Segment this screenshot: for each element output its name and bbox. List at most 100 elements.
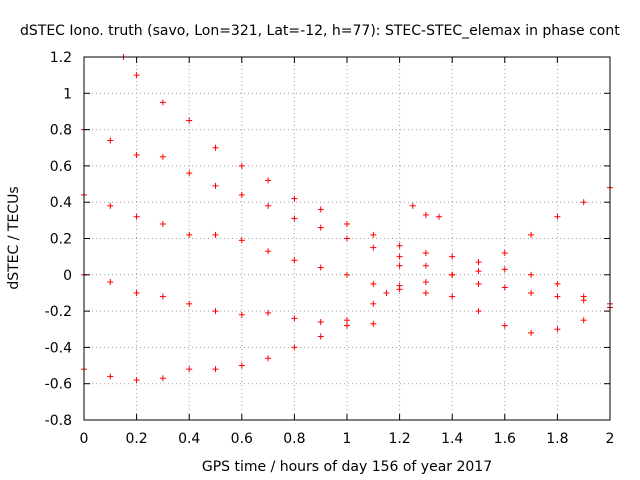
data-point	[265, 202, 272, 209]
data-point	[422, 262, 429, 269]
y-tick-label: 0.2	[50, 232, 72, 248]
data-point	[317, 264, 324, 271]
data-point	[265, 355, 272, 362]
data-point	[370, 300, 377, 307]
data-point	[291, 215, 298, 222]
x-tick-label: 0.8	[283, 431, 305, 447]
data-point	[501, 322, 508, 329]
data-point	[186, 231, 193, 238]
data-point	[580, 199, 587, 206]
series-4	[81, 202, 443, 327]
data-point	[107, 137, 114, 144]
data-point	[186, 117, 193, 124]
data-point	[133, 377, 140, 384]
data-point	[291, 195, 298, 202]
data-point	[475, 308, 482, 315]
x-tick-label: 1.4	[441, 431, 463, 447]
data-point	[344, 220, 350, 227]
data-point	[528, 289, 535, 296]
data-point	[238, 237, 245, 244]
data-point	[107, 202, 114, 209]
data-point	[422, 250, 429, 257]
data-point	[212, 231, 219, 238]
data-point	[344, 317, 350, 324]
data-point	[159, 375, 166, 382]
data-point	[501, 266, 508, 273]
data-point	[370, 231, 377, 238]
chart-title: dSTEC Iono. truth (savo, Lon=321, Lat=-1…	[20, 23, 620, 39]
data-point	[133, 289, 140, 296]
data-point	[344, 235, 350, 242]
data-point	[554, 280, 561, 287]
data-point	[449, 293, 456, 300]
grid-lines	[84, 57, 610, 420]
y-tick-label: 0.4	[50, 195, 72, 211]
y-tick-label: -0.2	[45, 304, 72, 320]
data-point	[107, 279, 114, 286]
data-point	[436, 213, 443, 220]
data-point	[159, 293, 166, 300]
data-point	[212, 144, 219, 151]
data-point	[186, 300, 193, 307]
data-point	[291, 344, 298, 351]
data-point	[370, 244, 377, 251]
data-point	[554, 213, 561, 220]
y-axis-label: dSTEC / TECUs	[6, 186, 22, 289]
data-point	[370, 320, 377, 327]
x-axis-label: GPS time / hours of day 156 of year 2017	[202, 459, 492, 475]
x-tick-label: 0	[80, 431, 89, 447]
data-point	[317, 224, 324, 231]
data-point	[186, 170, 193, 177]
data-point	[528, 329, 535, 336]
data-point	[475, 280, 482, 287]
data-point	[475, 259, 482, 266]
y-tick-label: 0	[63, 268, 72, 284]
data-point	[370, 280, 377, 287]
data-point	[501, 250, 508, 257]
data-point	[475, 268, 482, 275]
data-point	[159, 153, 166, 160]
data-point	[396, 282, 403, 289]
x-tick-label: 2	[606, 431, 615, 447]
y-tick-label: 1	[63, 86, 72, 102]
data-point	[212, 366, 219, 373]
data-point	[317, 333, 324, 340]
data-points	[81, 54, 613, 384]
x-tick-label: 0.4	[178, 431, 200, 447]
data-point	[133, 72, 140, 79]
data-point	[580, 297, 587, 304]
data-point	[501, 284, 508, 291]
data-point	[383, 289, 390, 296]
data-point	[422, 211, 429, 218]
data-point	[344, 322, 350, 329]
data-point	[212, 182, 219, 189]
data-point	[186, 366, 193, 373]
data-point	[133, 213, 140, 220]
data-point	[238, 162, 245, 169]
data-point	[396, 242, 403, 249]
series-3	[81, 191, 613, 336]
y-tick-label: 1.2	[50, 50, 72, 66]
y-tick-label: -0.4	[45, 340, 72, 356]
x-tick-label: 1.8	[546, 431, 568, 447]
series-1	[120, 54, 613, 311]
data-point	[291, 257, 298, 264]
data-point	[159, 99, 166, 106]
data-point	[133, 152, 140, 159]
data-point	[107, 373, 114, 380]
x-tick-label: 0.6	[231, 431, 253, 447]
data-point	[449, 253, 456, 260]
y-tick-label: -0.8	[45, 413, 72, 429]
x-tick-label: 1	[343, 431, 352, 447]
y-tick-label: 0.6	[50, 159, 72, 175]
axis-ticks: 0 0.2 0.4 0.6 0.8 1 1.2 1.4 1.6 1.8 2 -0.8 -0.6 -0.4 -…	[45, 50, 615, 447]
data-point	[422, 289, 429, 296]
data-point	[396, 253, 403, 260]
data-point	[449, 271, 456, 278]
data-point	[238, 191, 245, 198]
data-point	[265, 309, 272, 316]
data-point	[344, 271, 350, 278]
x-tick-label: 0.2	[125, 431, 147, 447]
data-point	[528, 271, 535, 278]
